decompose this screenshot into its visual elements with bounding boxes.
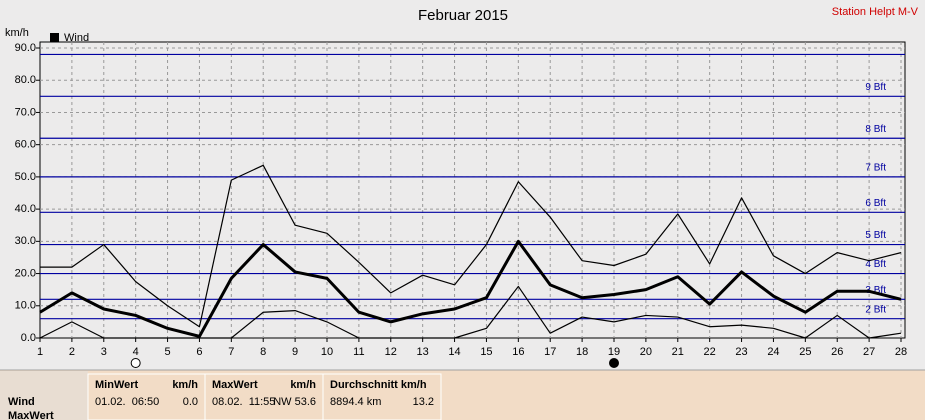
chart-title: Februar 2015: [418, 7, 508, 24]
stats-cell: [322, 373, 442, 420]
cell-when: 08.02. 11:55: [212, 396, 275, 408]
stats-cell: [87, 373, 206, 420]
column-header: MaxWert: [212, 379, 258, 391]
x-tick-label: 20: [640, 346, 652, 358]
x-tick-label: 23: [735, 346, 747, 358]
legend-swatch: [50, 33, 59, 42]
x-tick-label: 13: [417, 346, 429, 358]
y-tick-label: 60.0: [15, 139, 36, 151]
cell-when: 01.02. 06:50: [95, 396, 159, 408]
row-label-cell: [0, 371, 88, 420]
data-line: [39, 239, 902, 338]
x-tick-label: 12: [385, 346, 397, 358]
beaufort-label: 2 Bft: [865, 304, 886, 315]
x-tick-label: 3: [101, 346, 107, 358]
cell-value: NW 53.6: [273, 396, 316, 408]
legend-label: Wind: [64, 32, 89, 44]
row-label: MaxWert: [8, 410, 54, 420]
x-tick-label: 25: [799, 346, 811, 358]
row-label: Wind: [8, 396, 35, 408]
cell-value: 0.0: [183, 396, 198, 408]
stats-cell: [204, 373, 324, 420]
x-tick-label: 15: [480, 346, 492, 358]
y-tick-label: 0.0: [21, 332, 36, 344]
y-tick-label: 80.0: [15, 74, 36, 86]
beaufort-label: 9 Bft: [865, 82, 886, 93]
y-tick-label: 70.0: [15, 106, 36, 118]
x-tick-label: 19: [608, 346, 620, 358]
beaufort-label: 7 Bft: [865, 163, 886, 174]
x-tick-label: 14: [448, 346, 460, 358]
moon-phase: [130, 358, 141, 368]
moon-phase: [609, 358, 619, 368]
x-tick-label: 5: [164, 346, 170, 358]
beaufort-label: 8 Bft: [865, 124, 886, 135]
beaufort-label: 3 Bft: [865, 285, 886, 296]
x-tick-label: 6: [196, 346, 202, 358]
y-tick-label: 30.0: [15, 235, 36, 247]
x-tick-label: 24: [767, 346, 779, 358]
y-tick-label: 90.0: [15, 42, 36, 54]
x-tick-label: 1: [37, 346, 43, 358]
beaufort-label: 4 Bft: [865, 259, 886, 270]
x-tick-label: 2: [69, 346, 75, 358]
y-axis-label: km/h: [5, 27, 29, 39]
x-tick-label: 11: [353, 346, 364, 358]
x-tick-label: 26: [831, 346, 843, 358]
y-tick-label: 10.0: [15, 300, 36, 312]
x-tick-label: 10: [321, 346, 333, 358]
x-tick-label: 17: [544, 346, 556, 358]
x-tick-label: 22: [704, 346, 716, 358]
column-header: MinWert: [95, 379, 139, 391]
y-tick-label: 40.0: [15, 203, 36, 215]
y-tick-label: 50.0: [15, 171, 36, 183]
y-tick-label: 20.0: [15, 267, 36, 279]
data-line: [40, 164, 902, 328]
plot-area: [39, 41, 906, 339]
x-tick-label: 4: [133, 346, 139, 358]
x-tick-label: 18: [576, 346, 588, 358]
x-tick-label: 16: [512, 346, 524, 358]
data-line: [39, 285, 902, 339]
x-tick-label: 27: [863, 346, 875, 358]
column-header: Durchschnitt km/h: [330, 379, 427, 391]
column-unit: km/h: [172, 379, 198, 391]
beaufort-label: 5 Bft: [865, 230, 886, 241]
column-unit: km/h: [290, 379, 316, 391]
cell-value: 13.2: [413, 396, 434, 408]
x-tick-label: 28: [895, 346, 907, 358]
x-tick-label: 9: [292, 346, 298, 358]
station-name: Station Helpt M-V: [832, 6, 919, 18]
x-tick-label: 7: [228, 346, 234, 358]
cell-when: 8894.4 km: [330, 396, 381, 408]
plot: 0.0 10.0 20.0 30.0 40.0 50.0 60.0 70.0 80.0 90.0 1…: [15, 33, 907, 368]
beaufort-label: 6 Bft: [865, 198, 886, 209]
x-tick-label: 21: [672, 346, 684, 358]
x-tick-label: 8: [260, 346, 266, 358]
